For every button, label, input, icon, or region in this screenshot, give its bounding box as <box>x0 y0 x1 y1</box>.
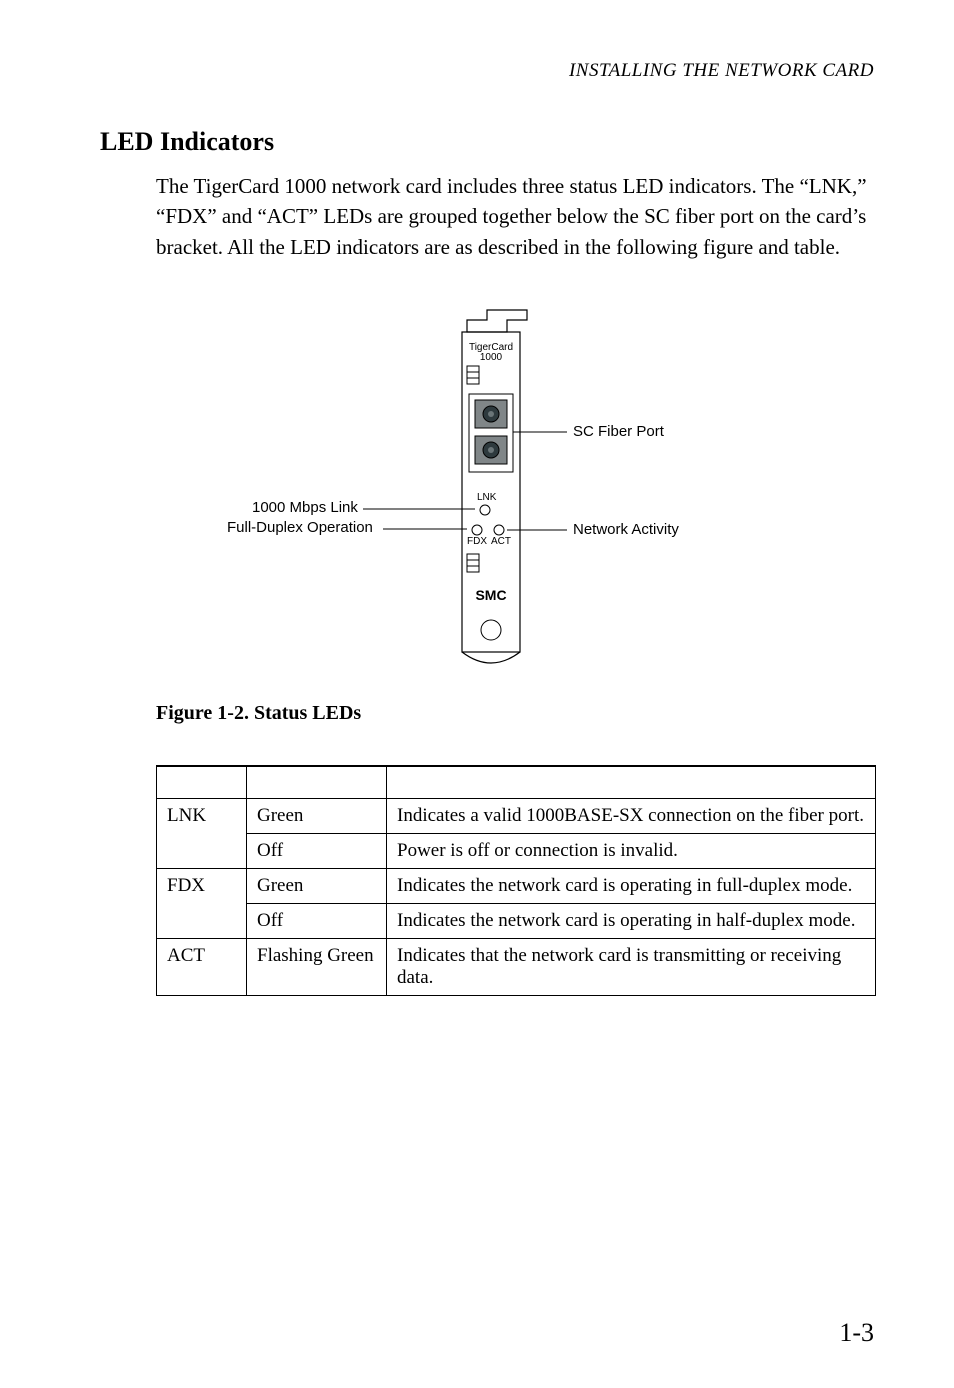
led-act-icon <box>494 525 504 535</box>
col-header-0 <box>157 766 247 798</box>
cell-desc: Indicates the network card is operating … <box>387 903 876 938</box>
header-text: INSTALLING THE NETWORK CARD <box>569 60 874 81</box>
col-header-1 <box>247 766 387 798</box>
cell-cond: Off <box>247 903 387 938</box>
cell-desc: Indicates a valid 1000BASE-SX connection… <box>387 798 876 833</box>
section-title: LED Indicators <box>100 127 874 157</box>
cell-cond: Flashing Green <box>247 938 387 995</box>
cell-desc: Power is off or connection is invalid. <box>387 833 876 868</box>
cell-led: FDX <box>157 868 247 938</box>
table-row: ACT Flashing Green Indicates that the ne… <box>157 938 876 995</box>
table-row: Off Indicates the network card is operat… <box>157 903 876 938</box>
cell-led: ACT <box>157 938 247 995</box>
callout-sc-fiber: SC Fiber Port <box>573 423 665 440</box>
cell-cond: Green <box>247 868 387 903</box>
table-row: LNK Green Indicates a valid 1000BASE-SX … <box>157 798 876 833</box>
cell-cond: Green <box>247 798 387 833</box>
led-lnk-icon <box>480 505 490 515</box>
figure-caption: Figure 1-2. Status LEDs <box>156 702 874 725</box>
page-number: 1-3 <box>839 1318 874 1348</box>
led-fdx-label: FDX <box>467 536 487 547</box>
cell-led: LNK <box>157 798 247 868</box>
led-lnk-label: LNK <box>477 492 497 503</box>
cell-desc: Indicates the network card is operating … <box>387 868 876 903</box>
callout-duplex: Full-Duplex Operation <box>227 519 373 536</box>
table-row: Off Power is off or connection is invali… <box>157 833 876 868</box>
section-body: The TigerCard 1000 network card includes… <box>156 171 874 262</box>
cell-desc: Indicates that the network card is trans… <box>387 938 876 995</box>
brand-label: SMC <box>475 587 506 603</box>
sc-fiber-port-icon <box>469 394 513 472</box>
led-table: LNK Green Indicates a valid 1000BASE-SX … <box>156 765 876 996</box>
led-fdx-icon <box>472 525 482 535</box>
bottom-hole-icon <box>481 620 501 640</box>
callout-link: 1000 Mbps Link <box>252 499 358 516</box>
lower-screw-icon <box>467 554 479 572</box>
top-screw-icon <box>467 366 479 384</box>
cell-cond: Off <box>247 833 387 868</box>
table-row: FDX Green Indicates the network card is … <box>157 868 876 903</box>
col-header-2 <box>387 766 876 798</box>
led-diagram: TigerCard 1000 SC Fiber Port LNK FDX <box>100 302 874 672</box>
page-header: INSTALLING THE NETWORK CARD <box>100 60 874 82</box>
card-label-bottom: 1000 <box>480 352 503 363</box>
callout-activity: Network Activity <box>573 521 679 538</box>
led-act-label: ACT <box>491 536 511 547</box>
